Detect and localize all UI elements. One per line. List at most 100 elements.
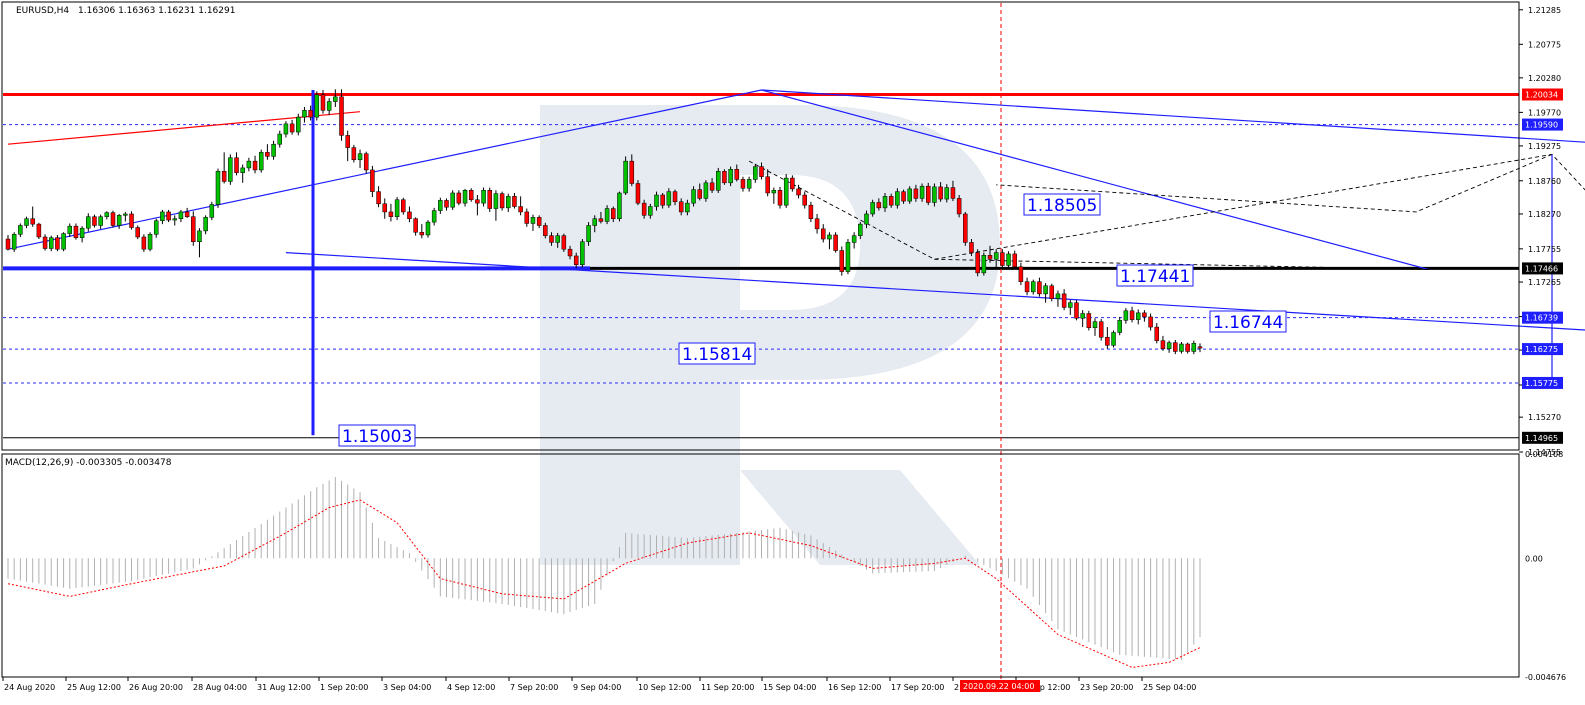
- y-tick-label: 1.21285: [1528, 6, 1561, 15]
- candle-body: [184, 211, 190, 217]
- level-badge-label: 1.17466: [1525, 264, 1558, 273]
- candle-body: [1105, 336, 1110, 346]
- candle-body: [956, 198, 962, 215]
- candle-body: [802, 194, 807, 206]
- candle-body: [925, 185, 931, 203]
- x-tick-label: 25 Aug 12:00: [67, 683, 121, 692]
- candle-body: [685, 202, 690, 213]
- x-tick-label: 3 Sep 04:00: [383, 683, 431, 692]
- candle-body: [549, 235, 554, 243]
- candle-body: [506, 196, 511, 209]
- macd-y-tick-label: -0.004676: [1525, 673, 1566, 682]
- candle-body: [172, 218, 178, 221]
- candle-body: [98, 216, 103, 226]
- candle-body: [86, 216, 91, 229]
- candle-body: [722, 171, 727, 184]
- x-tick-label: 31 Aug 12:00: [257, 683, 311, 692]
- candle-body: [586, 225, 591, 242]
- candle-body: [67, 225, 73, 234]
- candle-body: [48, 237, 54, 249]
- y-tick-label: 1.18760: [1528, 177, 1561, 186]
- candle-body: [135, 227, 140, 238]
- x-tick-label: 17 Sep 20:00: [891, 683, 944, 692]
- macd-layer: [7, 477, 1201, 669]
- y-tick-label: 1.19275: [1528, 142, 1561, 151]
- candle-body: [339, 96, 344, 136]
- candle-body: [320, 94, 326, 111]
- target-label: 1.15003: [342, 427, 412, 447]
- x-tick-label: 10 Sep 12:00: [638, 683, 691, 692]
- candle-body: [468, 190, 474, 200]
- candle-body: [203, 217, 208, 232]
- candle-body: [703, 182, 709, 199]
- candle-body: [178, 211, 184, 219]
- candle-body: [518, 206, 523, 213]
- candle-body: [1055, 293, 1061, 299]
- candle-body: [691, 189, 696, 204]
- level-badge: [1522, 262, 1563, 275]
- candle-body: [845, 242, 851, 272]
- candle-body: [876, 202, 882, 209]
- x-tick-label: 28 Aug 04:00: [193, 683, 247, 692]
- candle-body: [55, 237, 60, 250]
- candle-body: [858, 223, 863, 236]
- target-label: 1.15814: [682, 345, 752, 365]
- candle-body: [1160, 340, 1166, 349]
- candle-body: [697, 189, 702, 199]
- target-label: 1.16744: [1213, 313, 1283, 333]
- candle-body: [1092, 321, 1098, 329]
- level-badge: [1522, 431, 1563, 444]
- trendlines-layer: [3, 89, 1585, 436]
- x-tick-label: 4 Sep 12:00: [447, 683, 495, 692]
- y-tick-label: 1.14755: [1528, 448, 1561, 457]
- candle-body: [759, 166, 764, 177]
- target-box: [338, 424, 416, 447]
- x-tick-label: 7 Sep 20:00: [510, 683, 558, 692]
- candle-body: [987, 255, 993, 260]
- candle-body: [73, 225, 79, 238]
- candle-body: [895, 191, 900, 206]
- candle-body: [1068, 302, 1073, 308]
- candle-body: [487, 190, 492, 209]
- x-tick-label: 16 Sep 12:00: [828, 683, 881, 692]
- x-tick-label: 22 Sep 12:00: [1017, 683, 1070, 692]
- x-tick-label: 24 Aug 2020: [4, 683, 55, 692]
- candle-body: [407, 211, 412, 219]
- candle-body: [1080, 313, 1085, 319]
- candle-body: [79, 227, 85, 238]
- candle-body: [1123, 310, 1129, 321]
- candle-body: [907, 188, 912, 202]
- labels-layer: 1.20034 1.19590 1.17466 1.16739 1.16275 1.157…: [338, 88, 1563, 692]
- x-tick-label: 23 Sep 20:00: [1080, 683, 1133, 692]
- candle-body: [796, 188, 801, 196]
- candle-body: [493, 193, 499, 209]
- macd-signal-line: [7, 499, 1201, 669]
- candle-body: [580, 241, 585, 266]
- candle-body: [777, 190, 783, 206]
- y-tick-label: 1.20280: [1528, 74, 1561, 83]
- target-box: [1116, 264, 1194, 287]
- candle-body: [567, 248, 573, 257]
- candle-body: [981, 255, 987, 274]
- price-panel-frame: [1, 1, 1520, 451]
- candle-body: [11, 234, 17, 250]
- candle-body: [635, 183, 641, 204]
- candle-body: [351, 147, 357, 161]
- candle-body: [678, 201, 684, 213]
- axis-layer: 1.21285 1.20775 1.20280 1.19770 1.19275 1.187…: [2, 6, 1566, 692]
- candle-body: [475, 199, 480, 204]
- candle-body: [864, 213, 869, 225]
- candle-body: [246, 160, 252, 169]
- candle-body: [783, 177, 789, 206]
- candle-body: [42, 236, 48, 249]
- candle-body: [1129, 310, 1135, 320]
- macd-panel-frame: [1, 453, 1520, 678]
- candle-body: [660, 194, 665, 206]
- candle-body: [481, 190, 486, 204]
- candle-body: [1018, 266, 1024, 282]
- candle-body: [728, 169, 733, 184]
- candle-body: [289, 123, 295, 133]
- candle-body: [252, 160, 258, 171]
